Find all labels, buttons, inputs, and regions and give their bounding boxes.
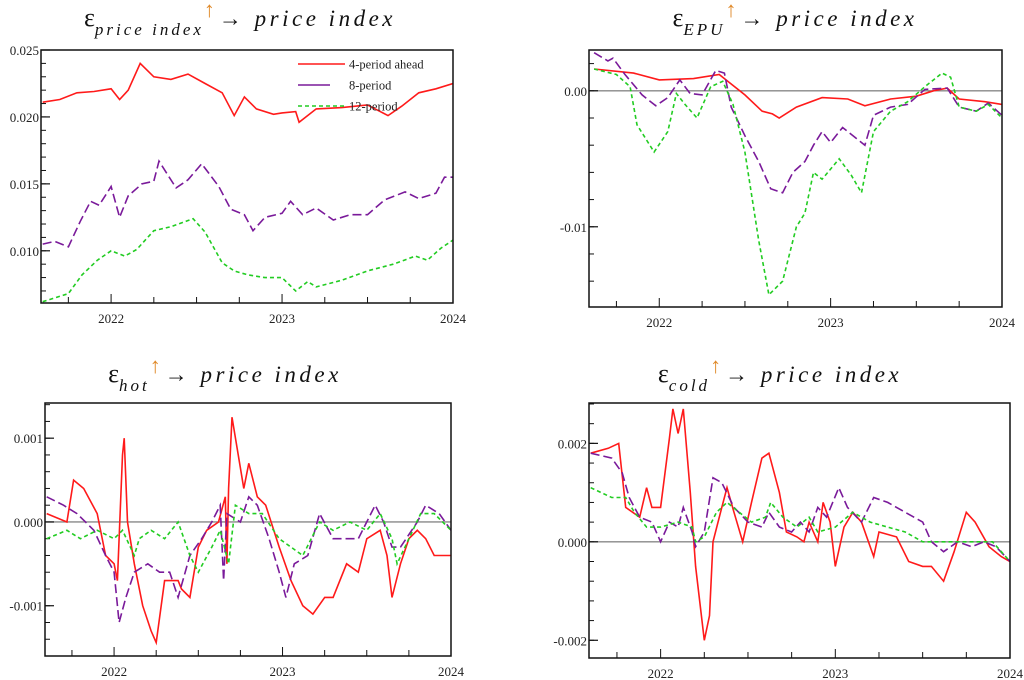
y-tick-label: 0.002: [558, 436, 587, 451]
up-arrow-icon: ↑: [710, 353, 721, 378]
x-tick-label: 2024: [438, 664, 465, 679]
y-tick-label: 0.000: [558, 535, 587, 550]
title-epsilon: ε: [84, 3, 95, 32]
x-tick-label: 2022: [648, 666, 674, 680]
up-arrow-icon: ↑: [150, 353, 161, 378]
plot-frame: [588, 49, 1003, 308]
chart-title: εhot↑ → price index: [108, 353, 342, 395]
title-subscript: price index: [94, 20, 204, 39]
series-8-period-line: [590, 452, 1010, 563]
title-subscript: cold: [669, 376, 710, 395]
title-target: → price index: [740, 6, 917, 31]
x-tick-label: 2024: [989, 315, 1016, 330]
title-epsilon: ε: [108, 359, 119, 388]
series-4-period-line: [590, 408, 1010, 641]
chart-panel-1: εprice index↑ → price index 0.025 0.020 0.01…: [10, 0, 467, 326]
y-tick-label: 0.020: [10, 110, 39, 125]
x-tick-label: 2023: [818, 315, 844, 330]
legend-label: 4-period ahead: [349, 58, 424, 72]
y-tick-label: 0.015: [10, 177, 39, 192]
chart-title: εprice index↑ → price index: [84, 0, 396, 39]
y-tick-label: 0.000: [14, 515, 43, 530]
chart-panel-2: εEPU↑ → price index 0.00 -0.01 2022 2023 2024: [560, 0, 1016, 330]
x-tick-label: 2022: [101, 664, 127, 679]
chart-title: εcold↑ → price index: [658, 353, 902, 395]
x-tick-label: 2023: [822, 666, 848, 680]
x-tick-label: 2024: [440, 311, 467, 326]
chart-panel-3: εhot↑ → price index 0.001 0.000 -0.001 2022 20…: [9, 353, 464, 679]
plot-frame: [588, 402, 1011, 659]
x-tick-label: 2024: [997, 666, 1024, 680]
series-12-period-line: [590, 486, 1010, 563]
y-tick-label: -0.002: [553, 633, 587, 648]
y-tick-label: -0.01: [560, 220, 587, 235]
plot-frame: [44, 402, 452, 657]
x-tick-label: 2023: [269, 311, 295, 326]
chart-panel-4: εcold↑ → price index 0.002 0.000 -0.002 2022 2…: [553, 353, 1023, 680]
series-4-period-line: [42, 62, 453, 124]
y-tick-label: 0.025: [10, 43, 39, 58]
x-tick-label: 2022: [98, 311, 124, 326]
title-subscript: hot: [119, 376, 150, 395]
title-epsilon: ε: [672, 3, 683, 32]
legend-label: 8-period: [349, 79, 392, 93]
x-tick-label: 2022: [646, 315, 672, 330]
chart-title: εEPU↑ → price index: [672, 0, 917, 39]
y-tick-label: 0.010: [10, 244, 39, 259]
title-target: → price index: [165, 362, 342, 387]
title-target: → price index: [725, 362, 902, 387]
x-tick-label: 2023: [270, 664, 296, 679]
series-8-period-line: [42, 159, 453, 248]
legend-label: 12-period: [349, 100, 398, 114]
title-target: → price index: [219, 6, 396, 31]
series-8-period-line: [46, 495, 451, 623]
series-12-period-line: [593, 68, 1002, 297]
series-4-period-line: [46, 417, 451, 646]
series-4-period-line: [594, 68, 1002, 119]
title-epsilon: ε: [658, 359, 669, 388]
plot-frame: [40, 49, 454, 304]
y-tick-label: 0.00: [564, 84, 587, 99]
series-8-period-line: [593, 52, 1002, 194]
series-12-period-line: [46, 503, 451, 574]
up-arrow-icon: ↑: [725, 0, 736, 22]
series-12-period-line: [42, 217, 453, 303]
y-tick-label: -0.001: [9, 599, 43, 614]
up-arrow-icon: ↑: [204, 0, 215, 22]
y-tick-label: 0.001: [14, 431, 43, 446]
title-subscript: EPU: [682, 20, 725, 39]
legend: 4-period ahead 8-period 12-period: [298, 58, 424, 114]
